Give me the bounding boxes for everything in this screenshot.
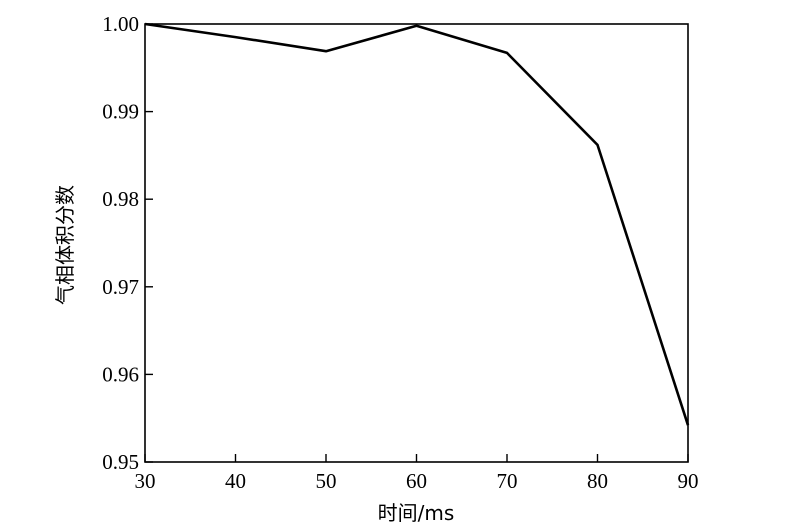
y-tick-label: 0.96 [102,362,139,386]
x-tick-label: 80 [587,469,608,493]
y-tick-label: 0.95 [102,450,139,474]
y-tick-label: 0.97 [102,275,139,299]
y-axis: 0.95 0.96 0.97 0.98 0.99 1.00 [102,12,153,474]
plot-frame [144,23,689,463]
x-tick-label: 50 [316,469,337,493]
y-tick-label: 0.98 [102,187,139,211]
y-tick-label: 0.99 [102,100,139,124]
x-tick-label: 30 [135,469,156,493]
x-axis-title: 时间/ms [378,501,455,525]
x-tick-label: 70 [497,469,518,493]
x-tick-label: 90 [678,469,699,493]
series-line [144,22,690,426]
y-axis-title: 气相体积分数 [53,185,77,305]
y-tick-label: 1.00 [102,12,139,36]
x-tick-label: 40 [225,469,246,493]
x-axis: 30 40 50 60 70 80 90 [135,454,699,493]
x-tick-label: 60 [406,469,427,493]
